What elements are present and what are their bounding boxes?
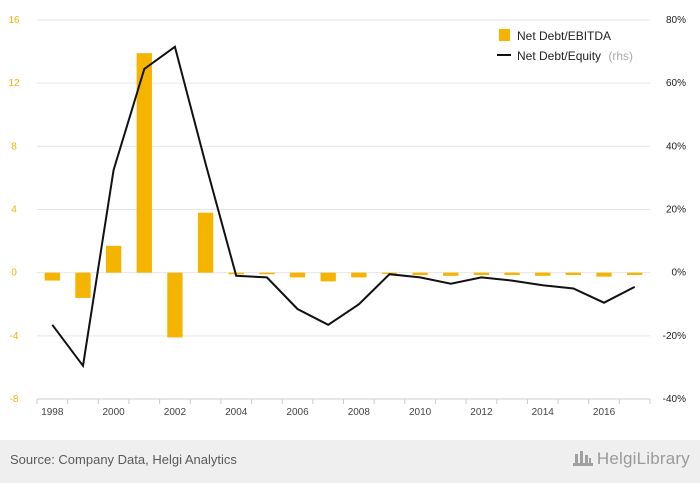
- y-left-tick-label: 4: [11, 205, 17, 216]
- x-tick-label: 2010: [409, 407, 432, 418]
- bar-2010: [412, 272, 428, 276]
- library-icon: [572, 451, 593, 466]
- bar-1999: [75, 272, 91, 298]
- bar-2014: [535, 272, 551, 276]
- bar-1998: [44, 272, 60, 281]
- source-note: Source: Company Data, Helgi Analytics: [10, 452, 237, 467]
- combo-chart: 1998 2000 2002 2004 2006 2008 2010 2012 2014 2016…: [8, 15, 686, 418]
- y-right-tick-label: 80%: [666, 15, 686, 26]
- y-right-tick-label: 20%: [666, 205, 686, 216]
- bar-2017: [627, 272, 643, 276]
- bar-series: [44, 53, 643, 338]
- y-left-tick-label: -4: [10, 331, 19, 342]
- bar-2008: [351, 272, 367, 278]
- y-right-tick-label: 0%: [672, 268, 687, 279]
- y-right-tick-label: -20%: [663, 331, 686, 342]
- x-tick-label: 2000: [103, 407, 126, 418]
- bar-2000: [105, 245, 122, 273]
- legend-label-net-debt-equity: Net Debt/Equity (rhs): [517, 49, 633, 63]
- bar-2012: [473, 272, 490, 276]
- legend-swatch-net-debt-ebitda: [499, 29, 510, 41]
- x-tick-label: 2016: [593, 407, 616, 418]
- x-tick-label: 1998: [41, 407, 64, 418]
- legend-label-net-debt-ebitda: Net Debt/EBITDA: [517, 29, 611, 43]
- line-series: [51, 45, 636, 369]
- x-tick-label: 2004: [225, 407, 248, 418]
- bar-2006: [289, 272, 306, 278]
- bar-2001: [136, 53, 152, 273]
- footer: Source: Company Data, Helgi Analytics He…: [0, 440, 700, 483]
- bar-2005: [259, 272, 275, 275]
- y-right-tick-label: -40%: [663, 394, 686, 405]
- brand-logo: HelgiLibrary: [572, 449, 690, 469]
- legend-label-net-debt-equity-main: Net Debt/Equity: [517, 49, 601, 63]
- x-tick-label: 2012: [470, 407, 493, 418]
- y-left-tick-label: -8: [10, 394, 19, 405]
- legend: Net Debt/EBITDA Net Debt/Equity (rhs): [497, 29, 633, 63]
- x-tick-label: 2008: [348, 407, 371, 418]
- bar-2013: [504, 272, 520, 276]
- bar-2015: [565, 272, 582, 276]
- chart-area: 1998 2000 2002 2004 2006 2008 2010 2012 2014 2016…: [8, 15, 686, 418]
- bar-2016: [596, 272, 612, 277]
- grid-lines: [37, 19, 650, 400]
- line-net-debt-equity: [51, 45, 636, 369]
- bar-2003: [197, 212, 214, 273]
- x-tick-label: 2014: [532, 407, 555, 418]
- x-tick-label: 2006: [286, 407, 309, 418]
- x-tick-label: 2002: [164, 407, 187, 418]
- y-left-tick-label: 12: [8, 78, 20, 89]
- brand-name: HelgiLibrary: [596, 449, 690, 468]
- y-left-tick-label: 16: [8, 15, 20, 26]
- bar-2007: [320, 272, 336, 282]
- y-left-tick-label: 0: [11, 268, 17, 279]
- y-right-tick-label: 40%: [666, 141, 686, 152]
- bar-2011: [443, 272, 459, 276]
- legend-label-net-debt-equity-suffix: (rhs): [608, 49, 633, 63]
- y-right-tick-label: 60%: [666, 78, 686, 89]
- axes: 1998 2000 2002 2004 2006 2008 2010 2012 2014 2016…: [8, 15, 686, 418]
- bar-2002: [167, 272, 183, 338]
- y-left-tick-label: 8: [11, 141, 17, 152]
